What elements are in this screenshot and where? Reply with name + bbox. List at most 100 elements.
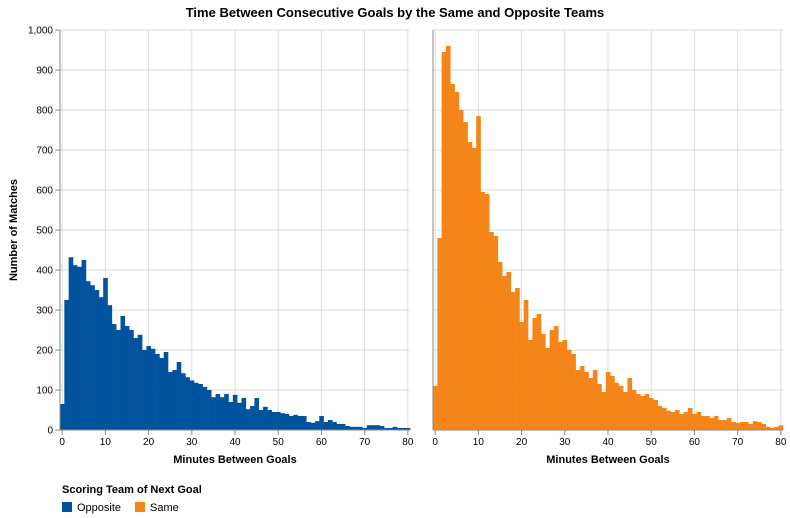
histogram-bar [263, 406, 268, 430]
x-tick-label: 30 [559, 437, 571, 448]
histogram-bar [340, 424, 346, 430]
x-tick-label: 0 [59, 437, 65, 448]
histogram-bar [284, 414, 290, 430]
histogram-bar [267, 410, 273, 430]
histogram-bar [280, 413, 285, 430]
histogram-bar [709, 418, 715, 430]
histogram-bar [489, 232, 494, 430]
x-tick-label: 60 [316, 437, 328, 448]
histogram-bar [289, 416, 294, 430]
histogram-bar [150, 348, 156, 430]
histogram-bar [202, 386, 208, 430]
legend-swatch-opposite [62, 502, 72, 512]
x-tick-label: 70 [732, 437, 744, 448]
histogram-bar [757, 422, 762, 430]
histogram-bar [748, 424, 754, 430]
histogram-bar [731, 422, 736, 430]
histogram-bar [392, 426, 398, 430]
legend-entry-opposite: Opposite [62, 502, 121, 514]
histogram-bar [765, 426, 771, 430]
histogram-bar [327, 420, 333, 430]
x-tick-label: 20 [143, 437, 155, 448]
histogram-bar [245, 409, 251, 430]
histogram-bar [502, 276, 507, 430]
histogram-bar [72, 265, 78, 430]
histogram-bar [480, 192, 486, 430]
histogram-bar [362, 428, 368, 430]
x-tick-label: 80 [775, 437, 787, 448]
histogram-bar [163, 352, 169, 430]
histogram-bar [644, 394, 650, 430]
opposite-histogram-bars [60, 257, 411, 430]
histogram-bar [528, 340, 533, 430]
histogram-bar [215, 394, 221, 430]
x-tick-label: 50 [273, 437, 285, 448]
histogram-bar [549, 330, 555, 430]
histogram-bar [258, 410, 264, 430]
x-tick-label: 30 [186, 437, 198, 448]
histogram-bar [722, 420, 728, 430]
y-tick-label: 400 [36, 266, 53, 277]
histogram-bar [375, 425, 381, 430]
histogram-bar [640, 396, 646, 430]
legend-entry-same: Same [135, 502, 179, 514]
histogram-bar [605, 372, 611, 430]
histogram-bar [674, 410, 680, 430]
histogram-bar [588, 378, 594, 430]
histogram-bar [778, 425, 784, 430]
histogram-bar [614, 382, 620, 430]
x-tick-label: 80 [402, 437, 414, 448]
histogram-bar [224, 394, 229, 430]
histogram-bar [81, 260, 87, 430]
histogram-bar [484, 194, 490, 430]
histogram-bar [493, 236, 499, 430]
histogram-bar [107, 305, 113, 430]
histogram-bar [649, 398, 654, 430]
x-tick-label: 50 [646, 437, 658, 448]
histogram-bar [601, 392, 607, 430]
histogram-bar [662, 408, 667, 430]
y-tick-label: 900 [36, 66, 53, 77]
histogram-bar [159, 358, 165, 430]
legend-title: Scoring Team of Next Goal [62, 484, 202, 496]
histogram-bar [254, 398, 260, 430]
histogram-bar [553, 326, 559, 430]
histogram-bar [506, 272, 512, 430]
x-tick-label: 60 [689, 437, 701, 448]
histogram-bar [545, 348, 550, 430]
histogram-bar [631, 390, 637, 430]
histogram-bar [189, 380, 195, 430]
histogram-bar [142, 350, 147, 430]
y-tick-label: 500 [36, 226, 53, 237]
histogram-bar [353, 426, 359, 430]
histogram-bar [397, 428, 402, 430]
histogram-bar [683, 412, 689, 430]
histogram-bar [180, 373, 186, 430]
histogram-bar [306, 422, 311, 430]
y-tick-label: 1,000 [28, 26, 53, 37]
legend-label-same: Same [150, 502, 179, 514]
histogram-bar [237, 402, 242, 430]
histogram-bar [301, 416, 307, 430]
histogram-bar [193, 382, 199, 430]
histogram-bar [250, 406, 255, 430]
histogram-bar [120, 316, 126, 430]
histogram-bar [718, 420, 723, 430]
histogram-bar [310, 422, 316, 430]
histogram-bar [497, 262, 503, 430]
histogram-bar [687, 408, 693, 430]
histogram-bar [618, 386, 624, 430]
histogram-bar [744, 422, 749, 430]
right-panel-axes: 0 10 20 30 40 50 60 70 80 [432, 30, 787, 448]
histogram-bar [579, 366, 585, 430]
histogram-bar [562, 340, 568, 430]
x-tick-label: 10 [100, 437, 112, 448]
histogram-bar [103, 278, 108, 430]
histogram-bar [696, 412, 702, 430]
histogram-bar [679, 414, 684, 430]
histogram-bar [241, 398, 247, 430]
histogram-bar [405, 428, 411, 430]
histogram-bar [467, 142, 473, 430]
histogram-bar [185, 377, 190, 430]
